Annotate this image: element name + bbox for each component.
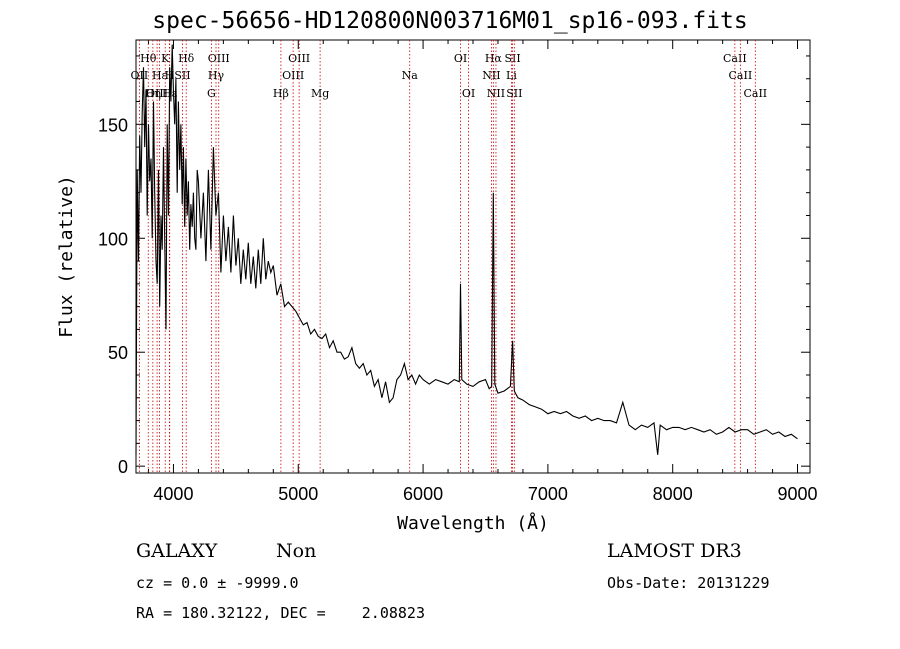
line-label: K bbox=[161, 52, 170, 65]
x-tick-label: 8000 bbox=[653, 484, 693, 504]
line-label: OI bbox=[454, 52, 467, 65]
line-label: NII bbox=[487, 87, 505, 100]
line-label: Hθ bbox=[140, 52, 157, 65]
line-label: Mg bbox=[311, 87, 329, 100]
redshift-label: cz = 0.0 ± -9999.0 bbox=[136, 574, 299, 592]
obs-date-label: Obs-Date: 20131229 bbox=[607, 574, 770, 592]
object-class: GALAXY bbox=[136, 540, 218, 562]
chart-title: spec-56656-HD120800N003716M01_sp16-093.f… bbox=[152, 8, 748, 34]
line-label: OIII bbox=[288, 52, 310, 65]
spectrum-series bbox=[135, 44, 798, 455]
line-label: Li bbox=[506, 69, 517, 82]
line-label: SII bbox=[504, 52, 520, 65]
line-label: CaII bbox=[723, 52, 747, 65]
y-tick-label: 100 bbox=[98, 229, 128, 249]
line-label: Hη bbox=[145, 87, 161, 100]
line-label: SII bbox=[506, 87, 522, 100]
x-tick-label: 9000 bbox=[777, 484, 817, 504]
line-label: Hβ bbox=[273, 87, 289, 100]
line-label: CaII bbox=[743, 87, 767, 100]
line-label: Hε bbox=[152, 69, 168, 82]
line-label: Hγ bbox=[208, 69, 225, 82]
line-label: SII bbox=[174, 69, 190, 82]
spectrum-line bbox=[135, 44, 798, 455]
x-tick-label: 6000 bbox=[403, 484, 443, 504]
line-label: NII bbox=[482, 69, 500, 82]
line-label: Na bbox=[402, 69, 419, 82]
y-tick-label: 50 bbox=[108, 343, 128, 363]
x-tick-label: 7000 bbox=[528, 484, 568, 504]
x-axis-label: Wavelength (Å) bbox=[397, 512, 549, 534]
coordinates-label: RA = 180.32122, DEC = 2.08823 bbox=[136, 604, 425, 622]
y-tick-label: 150 bbox=[98, 115, 128, 135]
x-tick-label: 5000 bbox=[278, 484, 318, 504]
survey-label: LAMOST DR3 bbox=[607, 540, 742, 562]
object-subclass: Non bbox=[276, 540, 317, 562]
line-label: OIII bbox=[146, 87, 168, 100]
line-label: CaII bbox=[729, 69, 753, 82]
plot-axes: 4000 5000 6000 7000 8000 9000 0 50 100 150 Wavelen… bbox=[56, 39, 818, 534]
line-label: OIII bbox=[208, 52, 230, 65]
line-label: OII bbox=[131, 69, 149, 82]
line-label: Hδ bbox=[178, 52, 195, 65]
line-label: OI bbox=[462, 87, 475, 100]
x-tick-label: 4000 bbox=[153, 484, 193, 504]
line-label: G bbox=[207, 87, 216, 100]
y-axis-label: Flux (relative) bbox=[56, 175, 77, 338]
line-label: OIII bbox=[282, 69, 304, 82]
line-label: Hα bbox=[485, 52, 503, 65]
y-tick-label: 0 bbox=[118, 457, 128, 477]
